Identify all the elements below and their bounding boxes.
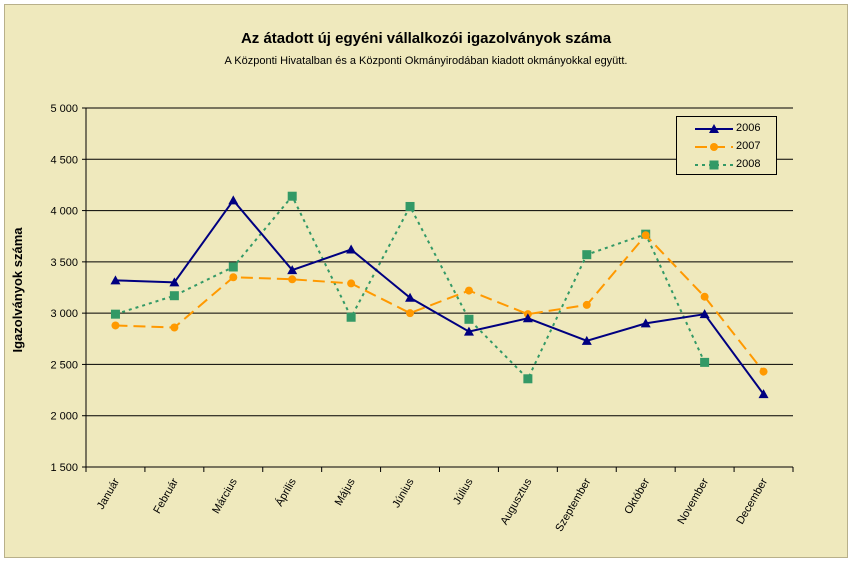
series-2007 (111, 231, 768, 376)
legend-swatch (695, 143, 733, 151)
x-tick-label: Március (210, 476, 240, 516)
data-point-2007 (229, 273, 238, 282)
y-tick-label: 2 000 (50, 411, 78, 423)
data-point-2008 (346, 312, 356, 322)
legend-item-2006: 2006 (677, 120, 776, 138)
legend-swatch (695, 160, 733, 170)
data-point-2008 (700, 357, 710, 367)
data-point-2007 (759, 367, 768, 376)
data-point-2008 (287, 191, 297, 201)
y-axis-label: Igazolványok száma (10, 227, 25, 353)
series-line-2006 (115, 198, 765, 395)
data-point-2006 (228, 195, 239, 205)
legend-marker (709, 160, 719, 170)
data-point-2006 (287, 265, 298, 275)
data-point-2006 (110, 275, 121, 285)
legend-marker (709, 124, 719, 133)
gridlines (86, 107, 793, 467)
data-point-2006 (169, 277, 180, 287)
x-tick-label: November (675, 476, 711, 526)
x-tick-label: Augusztus (498, 476, 534, 527)
data-point-2006 (463, 326, 474, 336)
legend-label: 2008 (736, 158, 761, 170)
x-tick-label: Február (151, 476, 181, 516)
x-tick-label: Április (273, 476, 299, 509)
y-tick-label: 5 000 (50, 103, 78, 115)
data-point-2007 (347, 279, 356, 288)
legend: 2006 2007 2008 (676, 116, 777, 175)
data-point-2007 (111, 321, 120, 330)
data-point-2006 (640, 318, 651, 328)
plot-background (86, 108, 793, 467)
legend-item-2008: 2008 (677, 156, 776, 174)
data-point-2008 (582, 250, 592, 260)
chart-title: Az átadott új egyéni vállalkozói igazolv… (240, 30, 612, 47)
data-point-2008 (169, 291, 179, 301)
legend-label: 2007 (736, 140, 761, 152)
y-tick-label: 1 500 (50, 462, 78, 474)
chart-subtitle: A Központi Hivatalban és a Központi Okmá… (224, 55, 628, 67)
legend-marker (710, 143, 718, 151)
x-tick-label: Szeptember (553, 476, 593, 534)
y-tick-label: 2 500 (50, 359, 78, 371)
data-point-2007 (406, 309, 415, 318)
data-point-2008 (405, 201, 415, 211)
data-point-2007 (288, 275, 297, 284)
x-tick-label: Július (451, 476, 476, 507)
legend-label: 2006 (736, 122, 761, 134)
y-tick-label: 4 500 (50, 154, 78, 166)
data-point-2006 (346, 244, 357, 254)
data-point-2006 (581, 335, 592, 345)
x-tick-label: Január (95, 476, 122, 511)
x-tick-label: Május (333, 476, 358, 508)
x-tick-label: December (734, 476, 770, 526)
data-point-2008 (110, 309, 120, 319)
data-point-2007 (170, 323, 179, 332)
data-point-2007 (700, 292, 709, 301)
data-point-2008 (228, 262, 238, 272)
x-tick-label: Október (622, 476, 652, 516)
series-2006 (110, 195, 769, 399)
y-tick-label: 3 000 (50, 308, 78, 320)
data-point-2007 (464, 286, 473, 295)
data-point-2007 (641, 231, 650, 240)
data-point-2006 (699, 309, 710, 319)
series-line-2008 (115, 194, 706, 381)
data-point-2007 (582, 300, 591, 309)
y-tick-label: 3 500 (50, 257, 78, 269)
y-tick-label: 4 000 (50, 206, 78, 218)
data-point-2008 (464, 314, 474, 324)
series-2008 (110, 191, 710, 384)
series (110, 191, 769, 399)
legend-swatch (695, 124, 733, 133)
data-point-2006 (522, 313, 533, 323)
data-point-2006 (405, 292, 416, 302)
data-point-2008 (523, 374, 533, 384)
x-tick-label: Június (390, 476, 417, 510)
series-line-2007 (115, 233, 765, 373)
data-point-2006 (758, 389, 769, 399)
legend-item-2007: 2007 (677, 138, 776, 156)
